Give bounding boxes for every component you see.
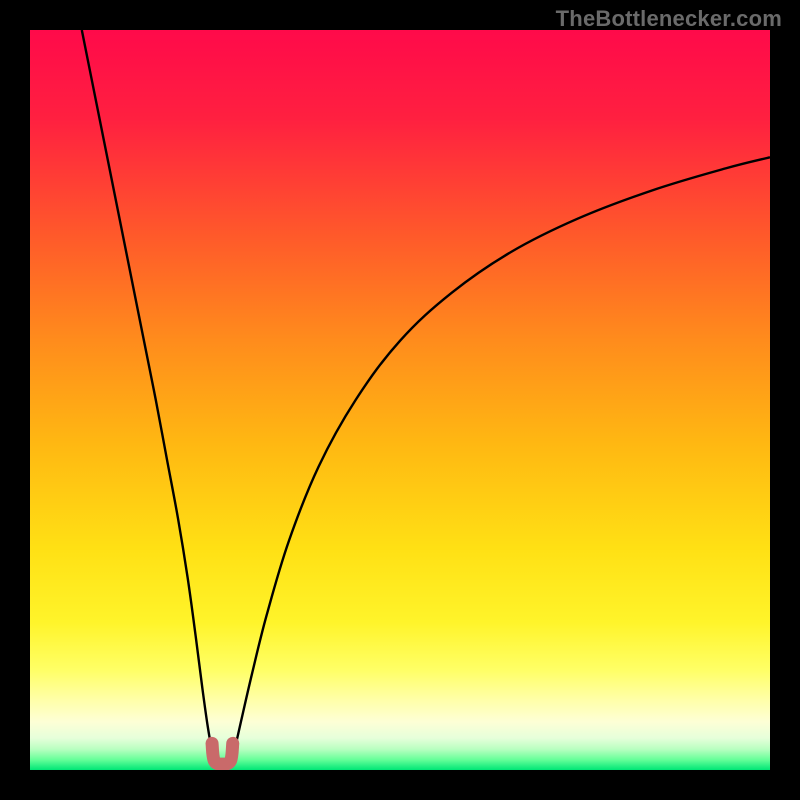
cusp-marker (212, 743, 233, 764)
chart-frame: TheBottlenecker.com (0, 0, 800, 800)
curve-layer (30, 30, 770, 770)
curve-right-branch (234, 157, 770, 751)
watermark-text: TheBottlenecker.com (556, 6, 782, 32)
plot-area (30, 30, 770, 770)
curve-left-branch (82, 30, 212, 752)
